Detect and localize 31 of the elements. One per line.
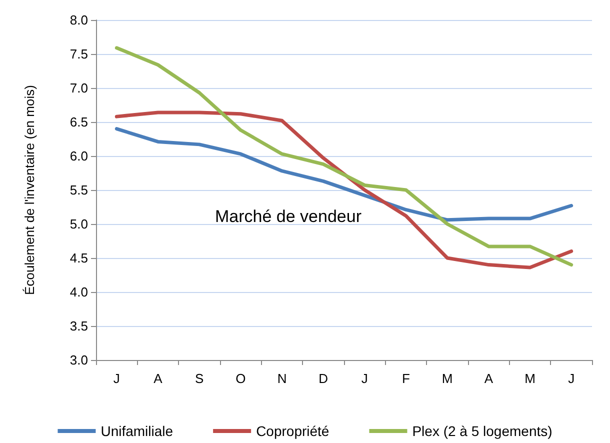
x-tick-label: D [318, 371, 328, 386]
x-tick-label: J [568, 371, 575, 386]
x-tick-label: J [361, 371, 368, 386]
y-tick-label: 4.5 [70, 250, 88, 266]
y-tick-label: 4.0 [70, 284, 88, 300]
y-tick-label: 6.5 [70, 114, 88, 130]
y-tick-label: 3.5 [70, 318, 88, 334]
line-series [114, 110, 574, 270]
x-tick-label: N [277, 371, 287, 386]
legend-label: Plex (2 à 5 logements) [412, 423, 552, 439]
x-tick-label: M [442, 371, 453, 386]
annotation: Marché de vendeur [215, 207, 362, 226]
x-tick-label: S [194, 371, 204, 386]
y-tick-label: 6.0 [70, 148, 88, 164]
x-tick-label: M [524, 371, 536, 386]
y-axis-title: Écoulement de l'inventaire (en mois) [22, 85, 37, 295]
y-tick-label: 8.0 [70, 12, 88, 28]
y-tick-label: 5.5 [70, 182, 88, 198]
y-tick-label: 7.5 [70, 46, 88, 62]
x-tick-label: A [154, 371, 163, 386]
line-series [114, 127, 574, 222]
legend-label: Copropriété [256, 423, 330, 439]
legend-label: Unifamiliale [100, 423, 174, 439]
x-tick-label: J [113, 371, 120, 386]
y-tick-label: 7.0 [70, 80, 88, 96]
line-series [114, 46, 574, 267]
x-tick-label: F [402, 371, 410, 386]
x-tick-label: A [484, 371, 494, 386]
x-tick-label: O [236, 371, 246, 386]
y-tick-label: 3.0 [70, 352, 88, 368]
y-tick-label: 5.0 [70, 216, 88, 232]
